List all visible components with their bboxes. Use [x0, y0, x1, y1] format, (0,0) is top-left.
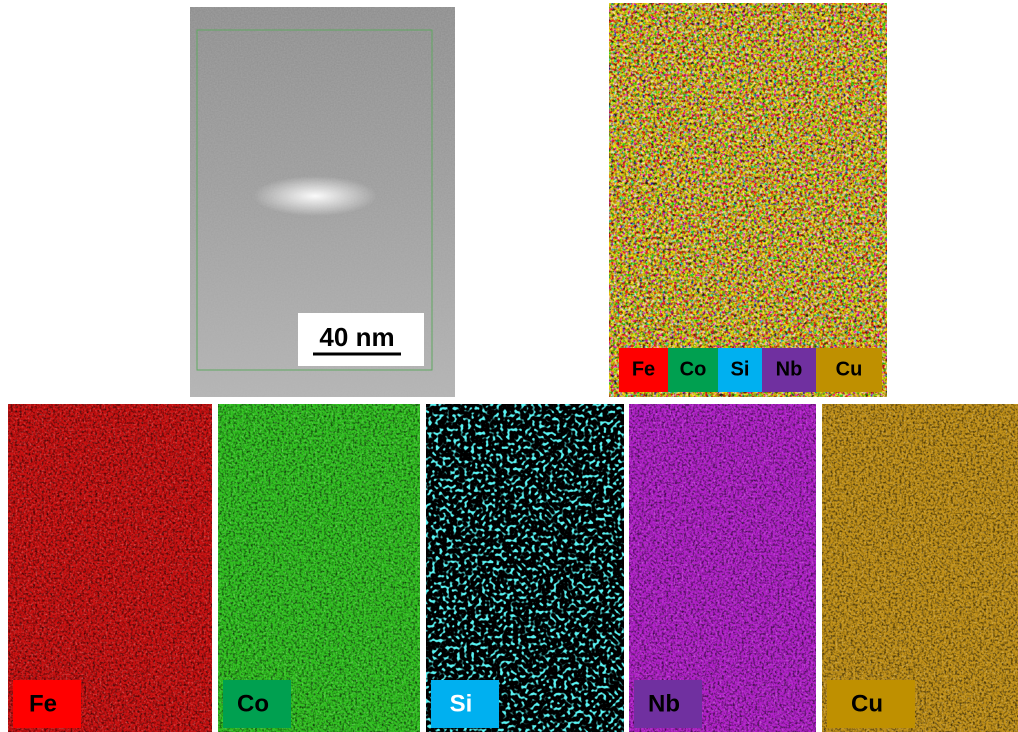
legend-label: Cu	[836, 358, 863, 380]
map-label: Nb	[648, 690, 680, 717]
figure: 40 nm Fe Co Si Nb Cu Fe Co Si Nb Cu	[0, 0, 1018, 732]
element-map: Nb	[629, 404, 816, 732]
element-maps: Fe Co Si Nb Cu	[8, 404, 1018, 732]
scale-bar-label: 40 nm	[319, 322, 394, 352]
map-label: Si	[450, 690, 473, 717]
composite-legend: Fe Co Si Nb Cu	[619, 348, 882, 392]
composite-map	[609, 3, 887, 397]
map-label: Co	[237, 690, 269, 717]
element-map: Co	[218, 404, 420, 732]
legend-label: Nb	[776, 358, 803, 380]
map-label: Fe	[29, 690, 57, 717]
element-map: Cu	[822, 404, 1018, 732]
legend-label: Fe	[632, 358, 655, 380]
map-label: Cu	[851, 690, 883, 717]
legend-label: Co	[680, 358, 707, 380]
haadf-image: 40 nm	[190, 7, 455, 397]
element-map: Si	[426, 404, 624, 732]
element-map: Fe	[8, 404, 212, 732]
legend-label: Si	[731, 358, 750, 380]
